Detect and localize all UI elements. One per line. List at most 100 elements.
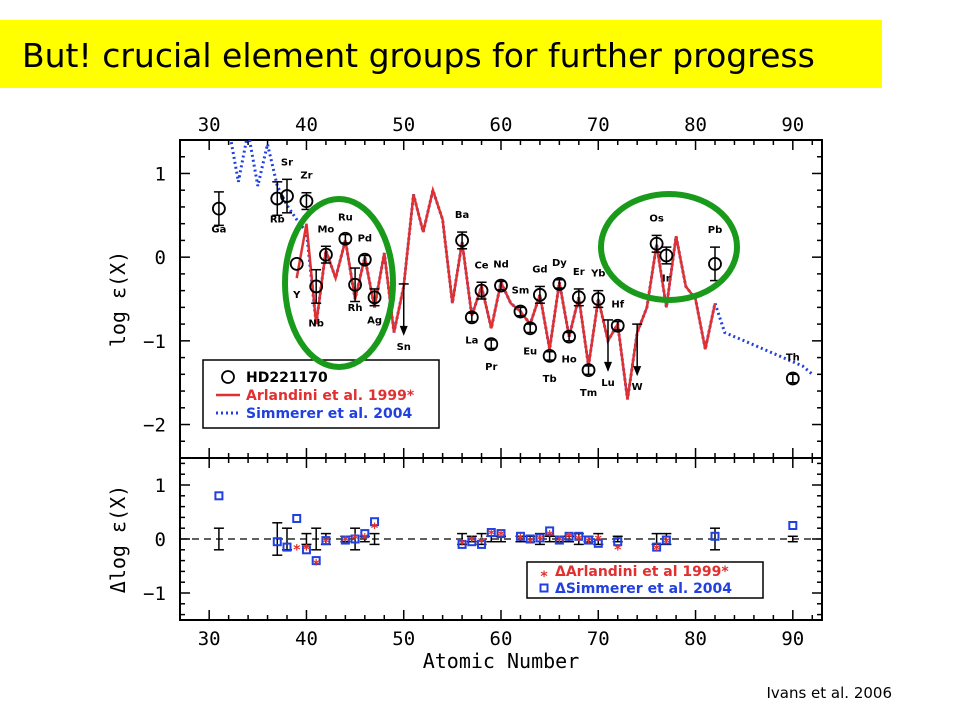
simmerer-residual-marker <box>496 529 506 539</box>
limit-arrow-head <box>604 361 612 372</box>
arlandini-residual-marker: * <box>614 543 622 559</box>
arlandini-residual-marker: * <box>488 528 496 544</box>
x-tick-label-top: 60 <box>490 114 513 136</box>
data-point-Sr <box>280 178 294 214</box>
element-label: Rb <box>270 215 285 226</box>
element-label: Sn <box>397 342 411 353</box>
element-label: Pr <box>485 362 497 373</box>
data-marker <box>581 363 596 378</box>
simmerer-residual-marker <box>584 535 594 545</box>
data-marker <box>513 304 528 319</box>
data-point-Hf <box>610 318 625 333</box>
arlandini-residual-marker: * <box>313 557 321 573</box>
arlandini-residual-marker: * <box>556 534 564 550</box>
simmerer-residual-marker <box>292 513 302 523</box>
data-marker <box>591 292 606 306</box>
element-label: Ba <box>455 210 469 221</box>
data-point-La <box>464 310 479 325</box>
x-tick-label-top: 70 <box>587 114 610 136</box>
simmerer-residual-marker <box>593 538 603 548</box>
simmerer-residual-marker <box>457 539 467 549</box>
limit-arrow-head <box>399 325 408 336</box>
data-point-W <box>632 323 643 377</box>
element-label: W <box>632 382 643 393</box>
arlandini-residual-marker: * <box>527 536 535 552</box>
y-tick-label-top: −1 <box>143 331 166 353</box>
data-marker <box>785 371 800 386</box>
element-label: La <box>465 335 478 346</box>
data-point-Sm <box>513 304 528 319</box>
legend-simmerer: Simmerer et al. 2004 <box>246 406 412 422</box>
arlandini-residual-marker: * <box>536 533 544 549</box>
data-marker <box>455 233 469 248</box>
element-label: Dy <box>552 258 567 269</box>
data-marker <box>649 236 664 251</box>
element-label: Rh <box>348 303 363 314</box>
arlandini-residual-marker: * <box>546 529 554 545</box>
arlandini-residual-marker: * <box>293 543 301 559</box>
legend-square-marker <box>539 583 549 593</box>
top-legend-box <box>202 359 440 429</box>
element-label: Yb <box>590 269 605 280</box>
data-point-Th <box>785 371 800 386</box>
arlandini-residual-marker: * <box>565 530 573 546</box>
simmerer-residual-marker <box>613 537 623 547</box>
limit-arrow-head <box>633 366 642 377</box>
data-marker <box>212 201 226 216</box>
element-label: Pd <box>358 233 373 244</box>
data-marker <box>552 277 567 291</box>
y-tick-label-top: 0 <box>155 247 166 269</box>
simmerer-residual-marker <box>515 531 525 541</box>
element-label: Th <box>786 352 800 363</box>
x-tick-label-top: 80 <box>684 114 707 136</box>
x-tick-label-bottom: 30 <box>198 628 221 650</box>
simmerer-residual-marker <box>535 533 545 543</box>
data-marker <box>474 283 489 298</box>
simmerer-residual-marker <box>477 539 487 549</box>
data-point-Nb <box>309 268 324 304</box>
element-label: Os <box>649 213 664 224</box>
data-marker <box>289 256 304 271</box>
x-tick-label-bottom: 80 <box>684 628 707 650</box>
data-point-Er <box>571 288 586 307</box>
simmerer-residual-marker <box>370 517 380 527</box>
element-label: Ho <box>561 355 576 366</box>
data-marker <box>659 248 674 263</box>
highlight-ellipse-right <box>598 191 740 303</box>
simmerer-residual-marker <box>350 534 360 544</box>
y-tick-label-bottom: 0 <box>155 529 166 551</box>
y-axis-label-bottom: Δlog ε(X) <box>106 485 130 593</box>
y-tick-label-top: 1 <box>155 163 166 185</box>
data-marker <box>357 252 372 267</box>
arlandini-residual-marker: * <box>371 521 379 537</box>
arlandini-residual-marker: * <box>663 536 671 552</box>
citation-credit: Ivans et al. 2006 <box>766 684 892 702</box>
legend-delta-arlandini: ΔArlandini et al 1999* <box>555 564 729 580</box>
data-point-Eu <box>523 321 538 336</box>
data-point-Ga <box>212 191 226 227</box>
top-legend <box>202 359 440 429</box>
arlandini-residual-marker: * <box>458 537 466 553</box>
x-tick-label-top: 90 <box>781 114 804 136</box>
x-tick-label-top: 30 <box>198 114 221 136</box>
element-label: Y <box>292 290 301 301</box>
arlandini-residual-marker: * <box>342 534 350 550</box>
simmerer-residual-marker <box>661 535 671 545</box>
data-point-Pd <box>357 252 372 267</box>
data-point-Rh <box>348 267 362 303</box>
data-point-Zr <box>299 191 314 211</box>
arlandini-residual-marker: * <box>497 529 505 545</box>
x-tick-label-bottom: 60 <box>490 628 513 650</box>
arlandini-residual-marker: * <box>575 533 583 549</box>
element-label: Ru <box>338 213 353 224</box>
data-point-Pr <box>484 337 499 352</box>
data-marker <box>484 337 499 352</box>
simmerer-residual-marker <box>652 542 662 552</box>
simmerer-residual-marker <box>282 542 292 552</box>
legend-circle-marker <box>221 370 235 384</box>
x-tick-label-bottom: 40 <box>295 628 318 650</box>
simmerer-residual-marker <box>486 528 496 538</box>
data-point-Y <box>289 256 304 271</box>
simmerer-residual-marker <box>214 491 224 501</box>
